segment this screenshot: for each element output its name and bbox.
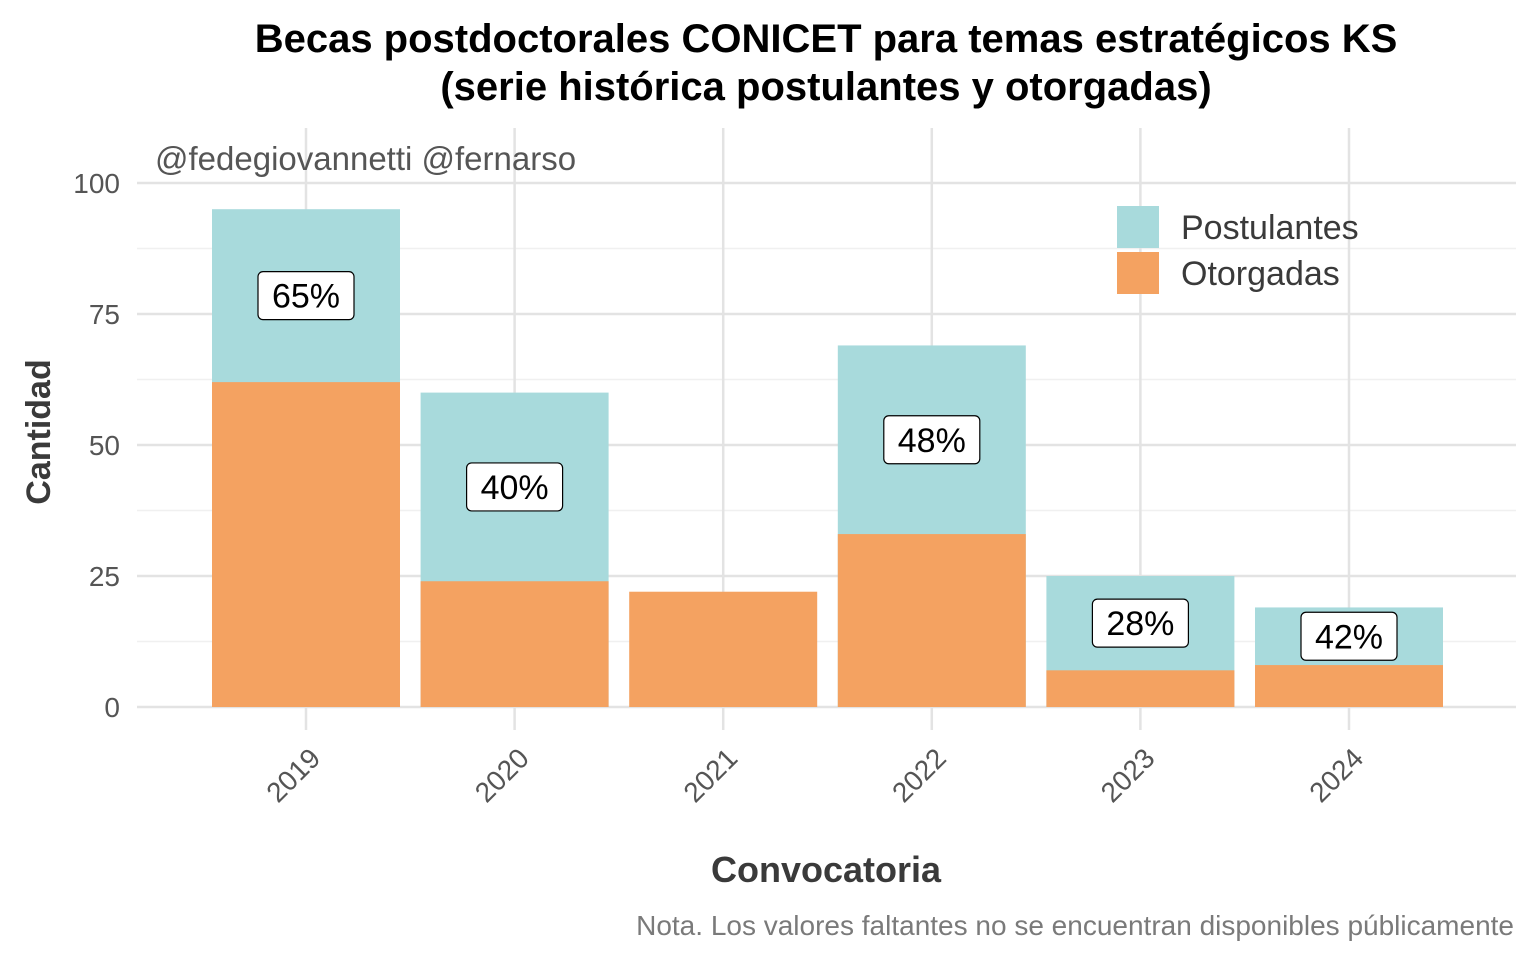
x-tick-label: 2020 xyxy=(469,742,535,808)
legend: Postulantes Otorgadas xyxy=(1117,206,1359,294)
pct-label-2024: 42% xyxy=(1300,611,1398,661)
x-axis-title: Convocatoria xyxy=(711,849,942,890)
bar-otorgadas-2024 xyxy=(1255,665,1443,707)
y-tick-label: 100 xyxy=(73,168,120,199)
y-axis-ticks: 0 25 50 75 100 xyxy=(73,168,120,723)
pct-label-box xyxy=(1091,598,1190,648)
pct-label-2020: 40% xyxy=(466,462,564,512)
pct-label-text: 65% xyxy=(272,278,340,316)
legend-swatch-postulantes xyxy=(1117,206,1159,248)
pct-label-2022: 48% xyxy=(883,415,981,465)
pct-label-box xyxy=(1300,611,1398,661)
legend-label-postulantes: Postulantes xyxy=(1181,209,1359,247)
pct-label-2019: 65% xyxy=(257,271,355,321)
pct-label-text: 48% xyxy=(898,422,966,460)
y-axis-title: Cantidad xyxy=(20,359,58,504)
x-tick-label: 2022 xyxy=(886,742,952,808)
legend-swatch-otorgadas xyxy=(1117,252,1159,294)
caption-note: Nota. Los valores faltantes no se encuen… xyxy=(636,910,1514,941)
x-tick-label: 2019 xyxy=(260,742,326,808)
pct-label-2023: 28% xyxy=(1091,598,1190,648)
bar-otorgadas-2022 xyxy=(837,534,1026,707)
pct-label-text: 28% xyxy=(1106,605,1174,643)
x-tick-label: 2021 xyxy=(677,742,743,808)
pct-label-box xyxy=(883,415,981,465)
pct-label-box xyxy=(466,462,564,512)
x-tick-label: 2023 xyxy=(1095,742,1161,808)
chart-title-line1: Becas postdoctorales CONICET para temas … xyxy=(255,17,1398,61)
chart-title-line2: (serie histórica postulantes y otorgadas… xyxy=(440,65,1211,109)
data-labels: 65% 40% 48% 28% 42% xyxy=(257,271,1398,661)
pct-label-text: 40% xyxy=(481,469,549,507)
legend-label-otorgadas: Otorgadas xyxy=(1181,255,1340,293)
y-tick-label: 75 xyxy=(89,299,120,330)
bar-otorgadas-2023 xyxy=(1046,670,1235,707)
y-tick-label: 25 xyxy=(89,561,120,592)
x-tick-label: 2024 xyxy=(1303,742,1369,808)
watermark: @fedegiovannetti @fernarso xyxy=(155,140,576,177)
x-axis-ticks: 2019 2020 2021 2022 2023 2024 xyxy=(260,742,1369,808)
bar-otorgadas-2021 xyxy=(629,591,818,707)
y-tick-label: 50 xyxy=(89,430,120,461)
bars xyxy=(212,209,1443,707)
y-tick-label: 0 xyxy=(104,692,120,723)
bar-otorgadas-2020 xyxy=(420,581,609,707)
bar-otorgadas-2019 xyxy=(212,382,400,707)
pct-label-text: 42% xyxy=(1315,618,1383,656)
pct-label-box xyxy=(257,271,355,321)
